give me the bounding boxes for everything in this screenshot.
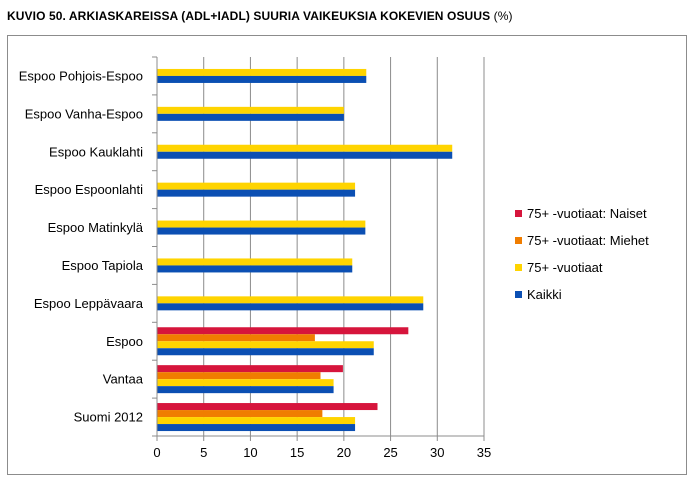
category-label: Espoo Leppävaara xyxy=(34,296,144,311)
category-label: Suomi 2012 xyxy=(74,410,143,425)
legend-swatch xyxy=(515,237,522,244)
bar-75-vuotiaat-naiset xyxy=(157,403,378,411)
bar-75-vuotiaat-naiset xyxy=(157,365,343,373)
bars xyxy=(157,68,453,432)
bar-kaikki xyxy=(157,75,367,83)
bar-75-vuotiaat-naiset xyxy=(157,327,409,335)
chart-frame xyxy=(7,35,687,475)
legend: 75+ -vuotiaat: Naiset 75+ -vuotiaat: Mieh… xyxy=(515,206,649,302)
bar-75-vuotiaat xyxy=(157,182,356,190)
bar-75-vuotiaat-miehet xyxy=(157,410,323,418)
category-label: Vantaa xyxy=(103,372,144,387)
bar-kaikki xyxy=(157,424,356,432)
legend-label: 75+ -vuotiaat: Miehet xyxy=(527,233,649,248)
category-label: Espoo Vanha-Espoo xyxy=(25,106,143,121)
bar-75-vuotiaat xyxy=(157,417,356,425)
bar-kaikki xyxy=(157,151,453,159)
bar-75-vuotiaat xyxy=(157,379,334,387)
bar-kaikki xyxy=(157,227,366,235)
bar-75-vuotiaat xyxy=(157,341,374,349)
bar-kaikki xyxy=(157,386,334,394)
bar-75-vuotiaat-miehet xyxy=(157,372,321,380)
legend-label: Kaikki xyxy=(527,287,562,302)
bar-75-vuotiaat xyxy=(157,296,424,304)
legend-swatch xyxy=(515,210,522,217)
category-label: Espoo Pohjois-Espoo xyxy=(19,68,143,83)
bar-kaikki xyxy=(157,265,353,273)
bar-kaikki xyxy=(157,303,424,311)
bar-75-vuotiaat xyxy=(157,68,367,76)
bar-75-vuotiaat xyxy=(157,106,344,114)
x-tick-label: 15 xyxy=(290,445,304,460)
legend-swatch xyxy=(515,291,522,298)
category-label: Espoo Espoonlahti xyxy=(35,182,144,197)
bar-75-vuotiaat xyxy=(157,258,353,266)
x-tick-label: 10 xyxy=(243,445,257,460)
legend-label: 75+ -vuotiaat xyxy=(527,260,603,275)
x-tick-label: 25 xyxy=(383,445,397,460)
x-tick-label: 5 xyxy=(200,445,207,460)
legend-swatch xyxy=(515,264,522,271)
axes xyxy=(152,56,485,441)
bar-kaikki xyxy=(157,348,374,356)
x-tick-label: 35 xyxy=(477,445,491,460)
category-label: Espoo Kauklahti xyxy=(49,144,143,159)
category-label: Espoo Matinkylä xyxy=(48,220,144,235)
bar-75-vuotiaat-miehet xyxy=(157,334,315,342)
category-label: Espoo Tapiola xyxy=(62,258,144,273)
category-label: Espoo xyxy=(106,334,143,349)
x-tick-label: 0 xyxy=(153,445,160,460)
x-tick-label: 20 xyxy=(337,445,351,460)
bar-kaikki xyxy=(157,113,344,121)
bar-75-vuotiaat xyxy=(157,144,453,152)
x-tick-labels: 0 5 10 15 20 25 30 35 xyxy=(153,445,491,460)
chart-title: KUVIO 50. ARKIASKAREISSA (ADL+IADL) SUUR… xyxy=(7,9,513,23)
bar-kaikki xyxy=(157,189,356,197)
legend-label: 75+ -vuotiaat: Naiset xyxy=(527,206,647,221)
x-tick-label: 30 xyxy=(430,445,444,460)
chart-title-main: KUVIO 50. ARKIASKAREISSA (ADL+IADL) SUUR… xyxy=(7,9,491,23)
bar-75-vuotiaat xyxy=(157,220,366,228)
chart-title-unit: (%) xyxy=(493,9,513,23)
category-labels: Espoo Pohjois-Espoo Espoo Vanha-Espoo Espo… xyxy=(19,68,144,424)
